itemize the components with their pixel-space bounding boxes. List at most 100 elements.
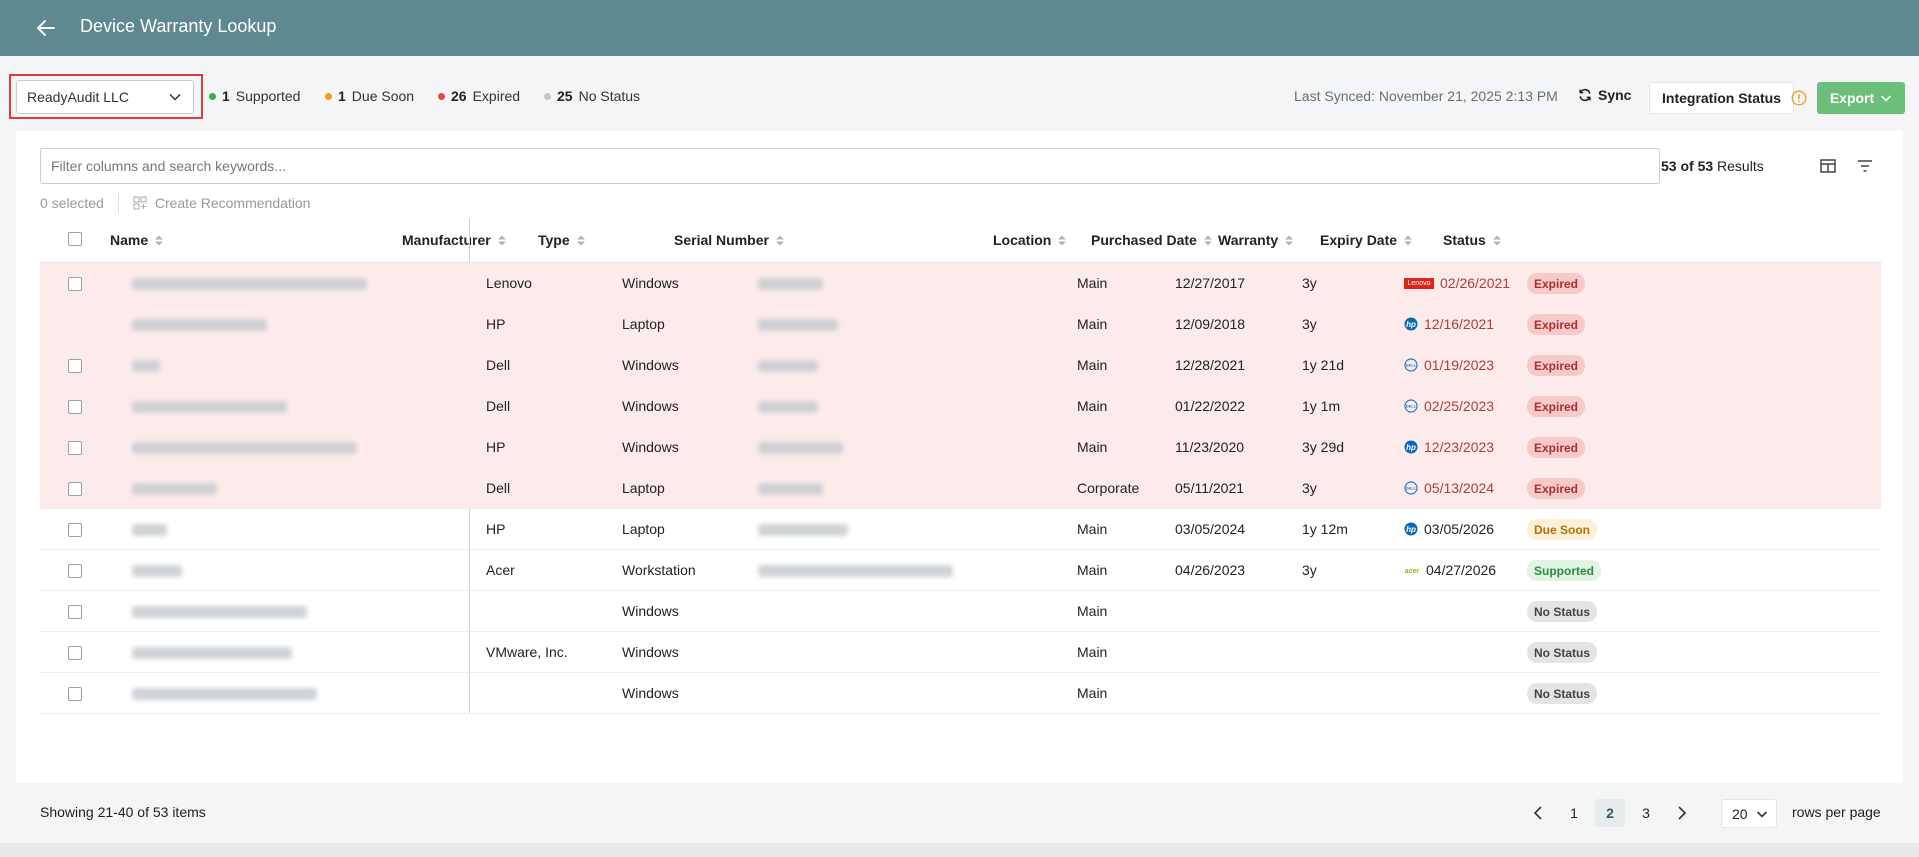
table-row[interactable]: HP Laptop Main 03/05/2024 1y 12m hp 03/05/2026… [40,509,1881,550]
purchased-date-cell: 01/22/2022 [1175,398,1246,414]
column-header-serial-number[interactable]: Serial Number [674,232,785,248]
table-row[interactable]: Lenovo Windows Main 12/27/2017 3y Lenovo 02/26… [40,263,1881,304]
purchased-date-cell: 04/26/2023 [1175,562,1246,578]
filter-icon[interactable] [1856,157,1874,175]
type-cell: Laptop [622,480,665,496]
row-checkbox[interactable] [68,482,82,496]
results-count: 53 of 53 Results [1661,158,1764,174]
row-checkbox[interactable] [68,441,82,455]
row-checkbox[interactable] [68,564,82,578]
column-header-expiry-date[interactable]: Expiry Date [1320,232,1413,248]
location-cell: Main [1077,562,1108,578]
client-select[interactable]: ReadyAudit LLC [16,80,194,114]
select-all-checkbox[interactable] [68,232,82,246]
table-row[interactable]: Acer Workstation Main 04/26/2023 3y acer 04/27… [40,550,1881,591]
warning-info-icon[interactable] [1791,90,1807,106]
warranty-cell: 1y 21d [1302,357,1345,373]
row-checkbox[interactable] [68,523,82,537]
table-row[interactable]: HP Laptop Main 12/09/2018 3y hp 12/16/2021 Expi… [40,304,1881,345]
table-row[interactable]: Dell Windows Main 01/22/2022 1y 1m DELL 02/25/… [40,386,1881,427]
warranty-table: Name Manufacturer Type Serial Number Locatio… [40,218,1881,714]
device-name-redacted [132,482,217,498]
warranty-cell: 1y 12m [1302,521,1348,537]
purchased-date-cell: 12/27/2017 [1175,275,1246,291]
expiry-date-cell: hp 12/23/2023 [1404,439,1494,455]
page-3-button[interactable]: 3 [1642,805,1650,821]
column-header-type[interactable]: Type [538,232,586,248]
table-row[interactable]: HP Windows Main 11/23/2020 3y 29d hp 12/23/202… [40,427,1881,468]
expiry-date-cell: DELL 02/25/2023 [1404,398,1495,414]
device-name-redacted [132,605,307,621]
toolbar: ReadyAudit LLC 1 Supported 1 Due Soon 26 Ex… [0,56,1919,131]
manufacturer-cell: Dell [486,398,511,414]
table-row[interactable]: Windows Main No Status [40,673,1881,714]
device-name-redacted [132,359,160,375]
page-1-button[interactable]: 1 [1570,805,1578,821]
serial-number-redacted [758,482,823,498]
row-checkbox[interactable] [68,605,82,619]
expired-dot [438,92,445,100]
export-button[interactable]: Export [1817,82,1905,114]
expiry-date-cell: hp 03/05/2026 [1404,521,1494,537]
row-checkbox[interactable] [68,400,82,414]
sort-icon [1404,235,1413,245]
status-badge: Expired [1527,314,1586,335]
supported-dot [209,92,216,100]
serial-number-redacted [758,277,823,293]
page-2-button[interactable]: 2 [1595,799,1625,827]
column-header-location[interactable]: Location [993,232,1067,248]
row-checkbox[interactable] [68,687,82,701]
table-row[interactable]: VMware, Inc. Windows Main No Status [40,632,1881,673]
table-row[interactable]: Windows Main No Status [40,591,1881,632]
type-cell: Workstation [622,562,696,578]
svg-text:hp: hp [1406,320,1416,329]
sort-icon [775,235,784,245]
sort-icon [1285,235,1294,245]
divider [117,193,119,213]
row-checkbox[interactable] [68,646,82,660]
selected-count: 0 selected [40,195,104,211]
type-cell: Windows [622,398,679,414]
refresh-icon [1579,88,1591,102]
device-name-redacted [132,277,367,293]
column-header-manufacturer[interactable]: Manufacturer [402,232,507,248]
rows-per-page-select[interactable]: 20 [1721,799,1777,828]
chevron-down-icon [169,93,181,101]
chevron-down-icon [1881,95,1892,102]
column-header-name[interactable]: Name [110,232,164,248]
sort-icon [497,235,506,245]
serial-number-redacted [758,523,848,539]
search-input[interactable] [40,148,1660,184]
integration-status-button[interactable]: Integration Status [1649,82,1795,114]
next-page-button[interactable] [1667,799,1697,827]
device-name-redacted [132,523,167,539]
manufacturer-cell: Lenovo [486,275,532,291]
arrow-left-icon[interactable] [34,16,58,40]
location-cell: Main [1077,603,1108,619]
main-panel: 53 of 53 Results 0 selected Create Recom… [16,131,1903,783]
columns-icon[interactable] [1819,157,1837,175]
row-checkbox[interactable] [68,277,82,291]
column-header-warranty[interactable]: Warranty [1218,232,1294,248]
location-cell: Main [1077,357,1108,373]
status-badge: Expired [1527,273,1586,294]
column-header-purchased-date[interactable]: Purchased Date [1091,232,1213,248]
location-cell: Main [1077,275,1108,291]
prev-page-button[interactable] [1523,799,1553,827]
client-select-highlight [9,74,203,119]
table-row[interactable]: Dell Laptop Corporate 05/11/2021 3y DELL 05/13… [40,468,1881,509]
row-checkbox[interactable] [68,359,82,373]
selection-bar: 0 selected Create Recommendation [40,193,310,213]
sync-button[interactable]: Sync [1578,87,1631,103]
supported-count: 1 Supported [209,88,300,104]
expiry-date-cell: hp 12/16/2021 [1404,316,1494,332]
chevron-left-icon [1533,806,1542,820]
hp-logo-icon: hp [1404,440,1418,454]
device-name-redacted [132,318,267,334]
create-recommendation-button[interactable]: Create Recommendation [133,195,310,211]
status-badge: Expired [1527,478,1586,499]
table-row[interactable]: Dell Windows Main 12/28/2021 1y 21d DELL 01/19… [40,345,1881,386]
serial-number-redacted [758,359,818,375]
column-header-status[interactable]: Status [1443,232,1502,248]
status-badge: No Status [1527,683,1598,704]
